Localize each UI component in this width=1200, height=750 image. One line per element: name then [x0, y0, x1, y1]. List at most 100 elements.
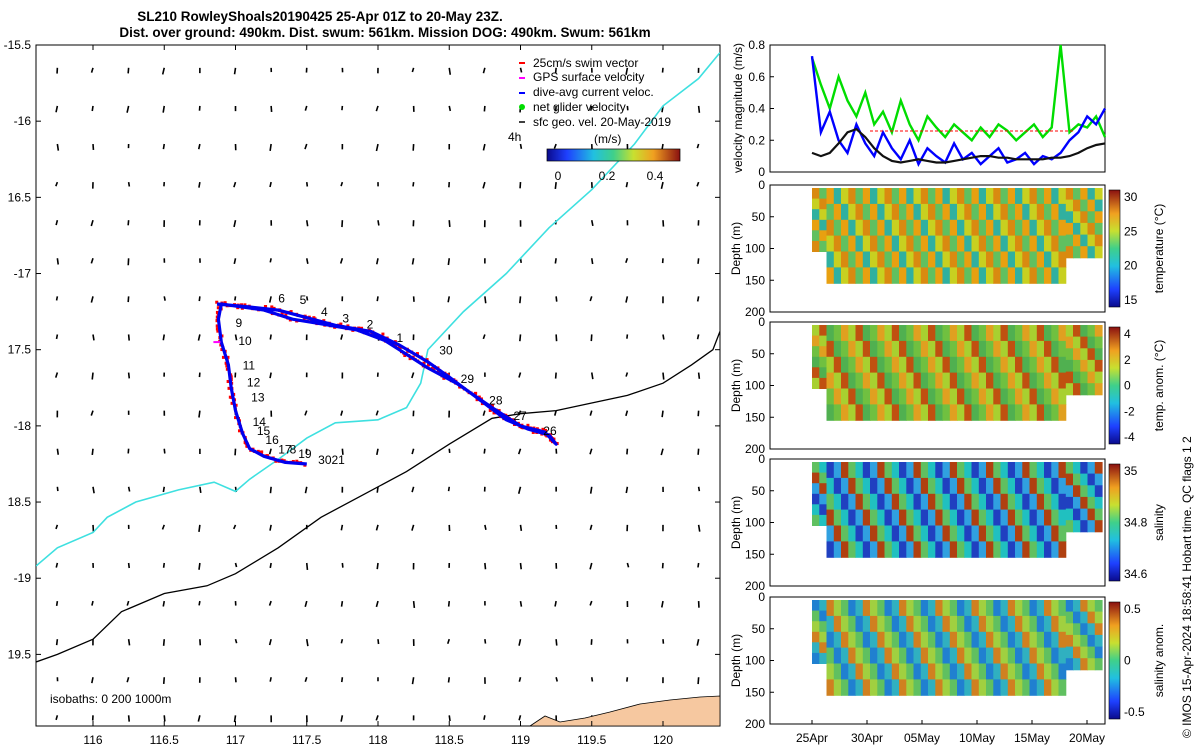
- heatmap-cell: [1022, 477, 1031, 495]
- heatmap-cell: [1015, 509, 1023, 526]
- heatmap-cell: [1007, 251, 1016, 268]
- velocity-y-ticks: 0 0.2 0.4 0.6 0.8: [748, 38, 774, 179]
- heatmap-cell: [942, 188, 951, 205]
- heatmap-cell: [949, 372, 958, 389]
- heatmap-cell: [1044, 219, 1052, 237]
- heatmap-cell: [978, 663, 987, 680]
- velocity-arrow: [127, 486, 131, 492]
- heatmap-cell: [1007, 541, 1016, 558]
- heatmap-colorbar-label: temperature (°C): [1152, 204, 1166, 294]
- velocity-arrow: [446, 638, 451, 645]
- heatmap-cell: [957, 235, 965, 252]
- heatmap-cell: [986, 388, 994, 405]
- heatmap-cell: [1044, 340, 1052, 358]
- heatmap-cell: [957, 493, 965, 511]
- velocity-arrow: [447, 296, 451, 303]
- heatmap-panel-3: 35 34.8 34.6 0 50 100 150 200 Depth (m) salinity: [729, 452, 1166, 593]
- map-colorbar: [546, 148, 681, 162]
- heatmap-cell: [986, 525, 994, 542]
- heatmap-cell: [942, 600, 951, 617]
- heatmap-cell: [1036, 462, 1045, 479]
- heatmap-cell: [964, 372, 973, 389]
- heatmap-cell: [1094, 383, 1103, 396]
- map-y-tick-label: 16.5: [8, 190, 32, 204]
- map-y-tick-label: -16: [14, 114, 32, 128]
- heatmap-cell: [848, 203, 857, 221]
- heatmap-cell: [1051, 203, 1060, 221]
- heatmap-cell: [906, 462, 915, 479]
- heatmap-cell: [1080, 371, 1089, 384]
- heatmap-cell: [957, 372, 965, 389]
- heatmap-cell: [928, 251, 936, 268]
- velocity-arrow: [340, 524, 344, 531]
- heatmap-cell: [1080, 336, 1089, 349]
- heatmap-cell: [920, 340, 929, 358]
- heatmap-cell: [891, 219, 900, 237]
- velocity-arrow: [697, 677, 700, 685]
- swim-vector: [302, 317, 306, 321]
- heatmap-cell: [978, 631, 987, 649]
- velocity-arrow: [662, 372, 665, 380]
- velocity-arrow: [482, 67, 486, 74]
- heatmap-cell: [1094, 371, 1103, 384]
- heatmap-cell: [1087, 646, 1096, 659]
- heatmap-cell: [993, 462, 1002, 479]
- heatmap-cell: [848, 615, 857, 633]
- heatmap-cell: [964, 340, 973, 358]
- heatmap-cell: [841, 600, 849, 617]
- velocity-arrow: [553, 143, 557, 149]
- velocity-arrow: [625, 410, 629, 417]
- heatmap-cell: [819, 472, 828, 484]
- heatmap-cell: [862, 251, 871, 268]
- heatmap-cell: [913, 462, 922, 479]
- track-label: 3021: [318, 453, 345, 467]
- heatmap-cell: [935, 663, 944, 680]
- heatmap-cell: [1094, 508, 1103, 521]
- colorbar-tick-label: 25: [1124, 224, 1138, 238]
- velocity-arrow: [163, 296, 166, 301]
- velocity-arrow: [590, 372, 594, 380]
- heatmap-cell: [1073, 222, 1081, 235]
- heatmap-cell: [812, 652, 820, 664]
- heatmap-cell: [1015, 203, 1023, 221]
- heatmap-cell: [1007, 267, 1016, 284]
- heatmap-cell: [1058, 219, 1067, 237]
- heatmap-cell: [819, 346, 828, 358]
- heatmap-colorbar: [1108, 463, 1121, 582]
- heatmap-cell: [1029, 340, 1038, 358]
- heatmap-cell: [913, 600, 922, 617]
- velocity-arrow: [697, 448, 700, 455]
- heatmap-cell: [978, 267, 987, 284]
- heatmap-cell: [1015, 647, 1023, 664]
- heatmap-cell: [1051, 388, 1060, 405]
- heatmap-cell: [942, 203, 951, 221]
- heatmap-cell: [971, 235, 980, 252]
- heatmap-cell: [1015, 325, 1023, 342]
- heatmap-cell: [870, 188, 878, 205]
- heatmap-cell: [1087, 234, 1096, 247]
- heatmap-cell: [826, 325, 835, 342]
- heatmap-cell: [1058, 267, 1067, 284]
- heatmap-cell: [1080, 211, 1089, 224]
- heatmap-cell: [1015, 600, 1023, 617]
- heatmap-cell: [949, 267, 958, 284]
- heatmap-cell: [1029, 615, 1038, 633]
- heatmap-cell: [1044, 388, 1052, 405]
- heatmap-cell: [870, 477, 878, 495]
- heatmap-cell: [942, 615, 951, 633]
- heatmap-cell: [833, 525, 842, 542]
- heatmap-cell: [877, 462, 886, 479]
- heatmap-cell: [949, 493, 958, 511]
- heatmap-cell: [971, 388, 980, 405]
- swim-vector: [220, 348, 224, 352]
- colorbar-tick-label: 0: [1124, 379, 1131, 393]
- heatmap-cell: [1094, 658, 1103, 671]
- heatmap-cell: [877, 663, 886, 680]
- velocity-arrow: [519, 296, 522, 304]
- velocity-arrow: [90, 296, 94, 303]
- heatmap-cell: [978, 647, 987, 664]
- heatmap-cell: [978, 493, 987, 511]
- heatmap-cell: [1051, 325, 1060, 342]
- heatmap-cell: [812, 514, 820, 526]
- velocity-arrow: [233, 524, 237, 530]
